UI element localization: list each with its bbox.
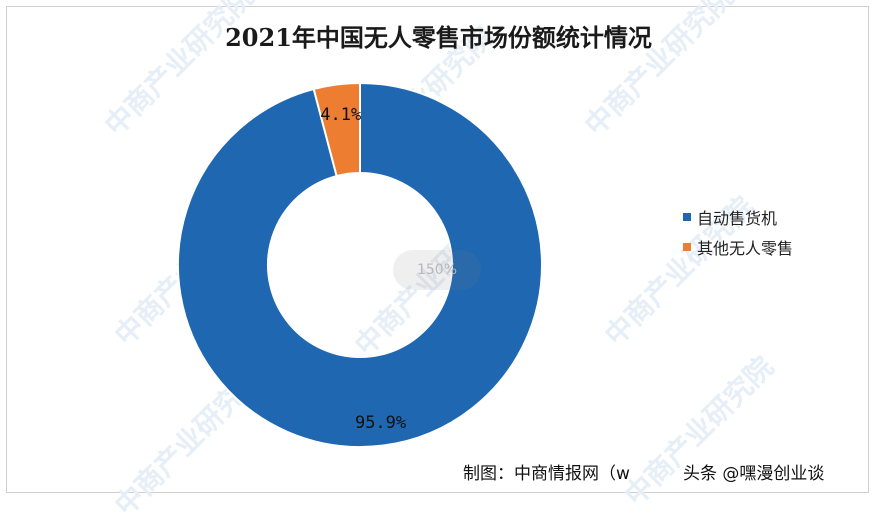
data-label-other-unmanned-retail: 4.1% (320, 105, 362, 126)
chart-legend: 自动售货机 其他无人零售 (683, 202, 793, 262)
zoom-indicator[interactable]: 150% (393, 250, 481, 290)
donut-chart (177, 81, 543, 448)
source-note: 制图：中商情报网（w (463, 464, 630, 484)
legend-swatch (683, 213, 691, 221)
legend-swatch (683, 243, 691, 251)
legend-item-automatic-vending: 自动售货机 (683, 202, 793, 232)
platform-overlay: 头条 @嘿漫创业谈 (683, 464, 825, 484)
chart-title: 2021年中国无人零售市场份额统计情况 (225, 23, 652, 52)
data-label-automatic-vending: 95.9% (354, 412, 407, 433)
slice-automatic-vending (177, 81, 543, 448)
legend-label: 其他无人零售 (697, 239, 794, 258)
legend-label: 自动售货机 (697, 209, 778, 228)
legend-item-other-unmanned-retail: 其他无人零售 (683, 232, 793, 262)
